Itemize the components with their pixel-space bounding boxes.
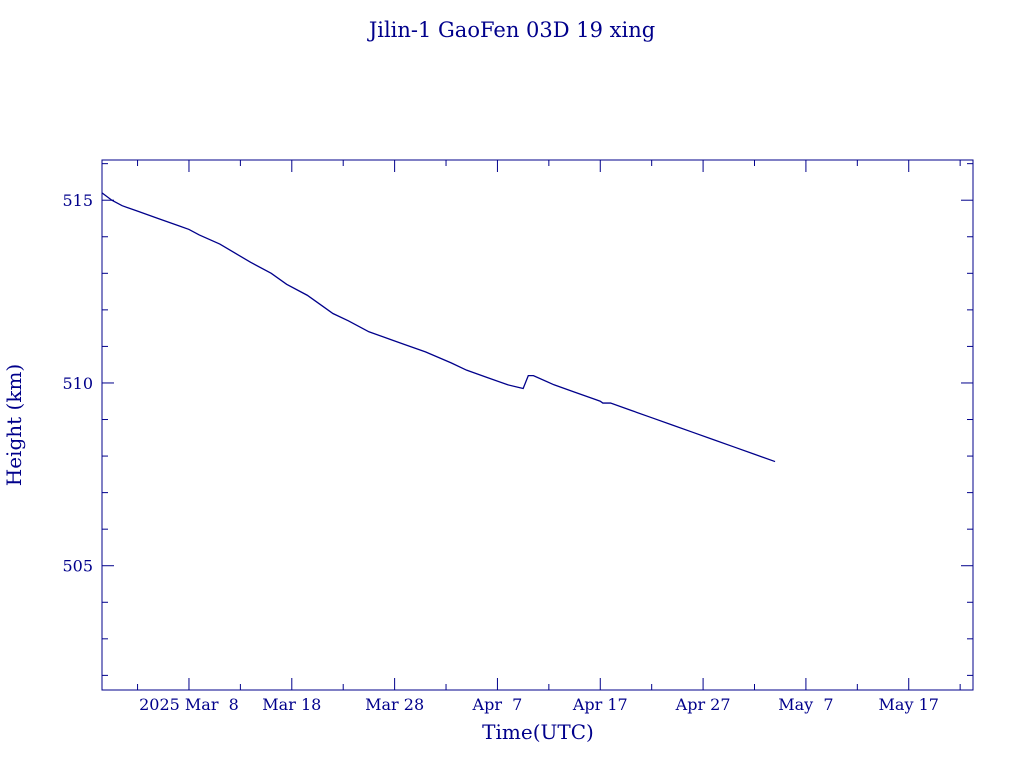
x-tick-label: May 17	[879, 695, 939, 714]
series-line	[101, 192, 776, 463]
x-tick-label: Mar 18	[262, 695, 321, 714]
axis-ticks	[102, 160, 973, 690]
x-tick-label: Apr 27	[675, 695, 731, 714]
y-tick-label: 515	[62, 191, 93, 210]
y-tick-label: 510	[62, 374, 93, 393]
x-tick-label: Apr 17	[572, 695, 628, 714]
y-tick-labels: 505 510 515	[62, 191, 93, 576]
x-tick-labels: 2025 Mar 8 Mar 18 Mar 28 Apr 7 Apr 17 Apr 27 M…	[139, 695, 939, 714]
x-tick-label: Apr 7	[472, 695, 523, 714]
plot-frame	[101, 159, 974, 691]
y-axis-label: Height (km)	[2, 364, 26, 486]
x-axis-label: Time(UTC)	[482, 720, 594, 744]
y-tick-label: 505	[62, 557, 93, 576]
x-tick-label: May 7	[778, 695, 833, 714]
chart-title: Jilin-1 GaoFen 03D 19 xing	[367, 18, 655, 42]
x-tick-label: Mar 28	[365, 695, 424, 714]
x-tick-label: 2025 Mar 8	[139, 695, 239, 714]
